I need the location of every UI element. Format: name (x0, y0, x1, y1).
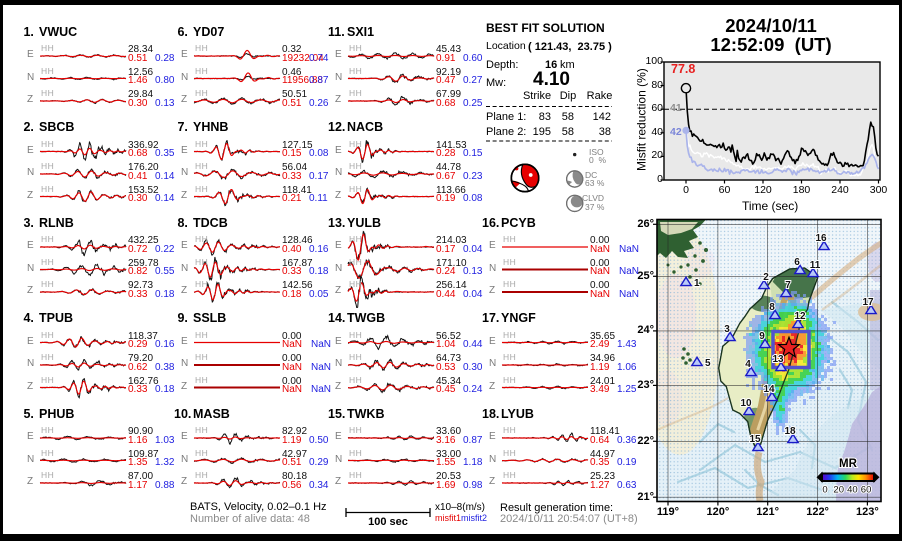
svg-text:15: 15 (749, 434, 761, 445)
svg-text:10: 10 (740, 398, 752, 409)
svg-text:3: 3 (724, 324, 730, 335)
svg-text:12: 12 (794, 311, 806, 322)
svg-text:2: 2 (763, 272, 769, 283)
svg-text:11: 11 (810, 260, 821, 271)
svg-text:8: 8 (769, 302, 775, 313)
svg-text:16: 16 (815, 233, 827, 244)
svg-text:5: 5 (705, 358, 711, 369)
svg-text:18: 18 (784, 426, 796, 437)
svg-text:17: 17 (862, 297, 874, 308)
svg-text:0: 0 (822, 485, 827, 496)
svg-text:MR: MR (839, 458, 858, 470)
svg-text:1: 1 (694, 278, 700, 289)
svg-text:9: 9 (759, 331, 765, 342)
svg-text:20: 20 (833, 485, 844, 496)
svg-text:7: 7 (785, 280, 791, 291)
svg-text:6: 6 (794, 257, 800, 268)
svg-text:40: 40 (847, 485, 858, 496)
svg-text:13: 13 (772, 354, 784, 365)
svg-text:60: 60 (861, 485, 872, 496)
svg-text:4: 4 (745, 359, 751, 370)
svg-text:14: 14 (763, 384, 775, 395)
